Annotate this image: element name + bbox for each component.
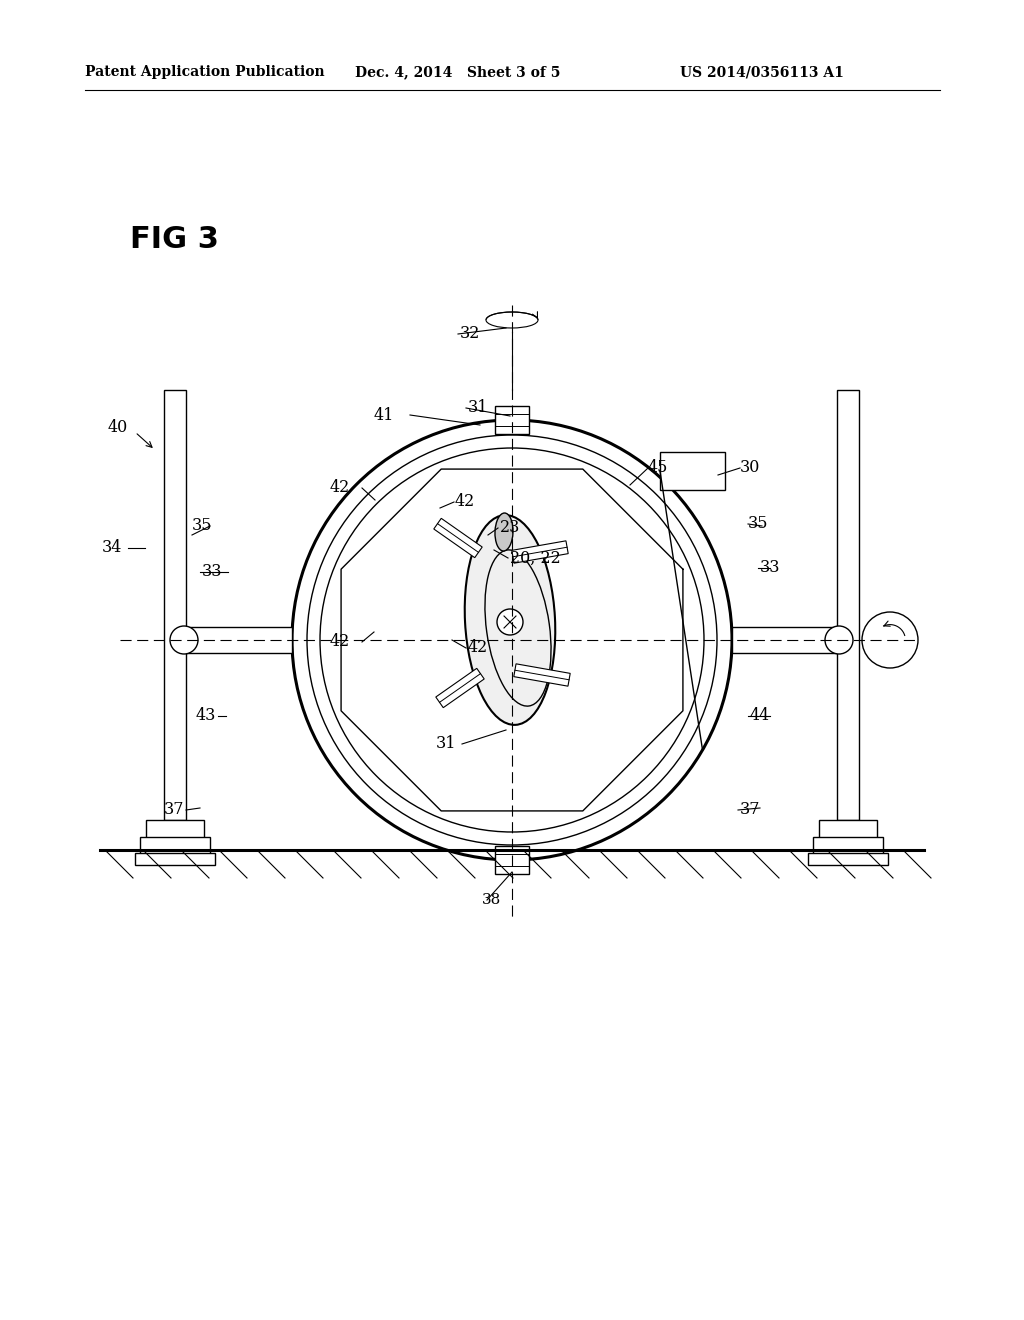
Polygon shape bbox=[434, 519, 482, 557]
Text: FIG 3: FIG 3 bbox=[130, 226, 219, 255]
Text: 40: 40 bbox=[108, 420, 128, 437]
Text: US 2014/0356113 A1: US 2014/0356113 A1 bbox=[680, 65, 844, 79]
Text: 43: 43 bbox=[196, 708, 216, 725]
Bar bbox=[164, 389, 186, 820]
Bar bbox=[495, 846, 529, 874]
Circle shape bbox=[170, 626, 198, 653]
Bar bbox=[135, 853, 215, 865]
Ellipse shape bbox=[465, 515, 555, 725]
Text: 35: 35 bbox=[193, 517, 213, 535]
Text: 34: 34 bbox=[102, 540, 123, 557]
Text: 31: 31 bbox=[468, 400, 488, 417]
Text: 38: 38 bbox=[482, 894, 502, 907]
Polygon shape bbox=[512, 541, 568, 564]
Text: 45: 45 bbox=[648, 459, 669, 477]
Text: 20, 22: 20, 22 bbox=[510, 549, 561, 566]
Ellipse shape bbox=[495, 513, 513, 550]
Bar bbox=[808, 853, 888, 865]
Text: 37: 37 bbox=[740, 801, 761, 818]
Bar bbox=[495, 407, 529, 434]
Text: 44: 44 bbox=[750, 708, 770, 725]
Text: 37: 37 bbox=[164, 801, 184, 818]
Bar bbox=[813, 837, 883, 854]
Text: 42: 42 bbox=[330, 634, 350, 651]
Text: 23: 23 bbox=[500, 520, 520, 536]
Circle shape bbox=[862, 612, 918, 668]
Text: Dec. 4, 2014   Sheet 3 of 5: Dec. 4, 2014 Sheet 3 of 5 bbox=[355, 65, 560, 79]
Text: 42: 42 bbox=[455, 494, 475, 511]
Bar bbox=[186, 627, 292, 653]
Text: 30: 30 bbox=[740, 459, 761, 477]
Bar bbox=[819, 820, 877, 850]
Circle shape bbox=[497, 609, 523, 635]
Text: 31: 31 bbox=[436, 735, 457, 752]
Bar bbox=[140, 837, 210, 854]
Text: 32: 32 bbox=[460, 326, 480, 342]
Bar bbox=[146, 820, 204, 850]
Text: 42: 42 bbox=[468, 639, 488, 656]
Bar bbox=[660, 451, 725, 490]
Text: Patent Application Publication: Patent Application Publication bbox=[85, 65, 325, 79]
Text: 33: 33 bbox=[760, 560, 780, 577]
Text: 33: 33 bbox=[202, 564, 222, 581]
Polygon shape bbox=[436, 668, 484, 708]
Text: 41: 41 bbox=[374, 407, 394, 424]
Bar bbox=[732, 627, 837, 653]
Polygon shape bbox=[514, 664, 570, 686]
Text: 42: 42 bbox=[330, 479, 350, 496]
Text: 35: 35 bbox=[748, 516, 768, 532]
Circle shape bbox=[825, 626, 853, 653]
Bar bbox=[837, 389, 859, 820]
